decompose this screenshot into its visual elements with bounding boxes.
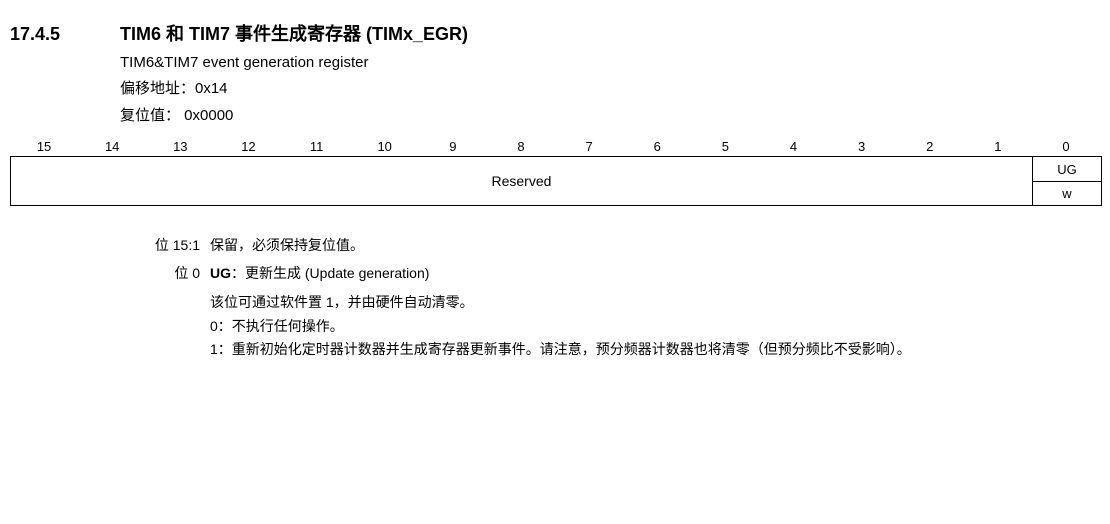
section-title-en: TIM6&TIM7 event generation register: [120, 54, 1100, 71]
separator: ：: [231, 265, 245, 281]
desc-detail-line: 该位可通过软件置 1，并由硬件自动清零。: [210, 291, 990, 315]
bit-num: 15: [10, 139, 78, 154]
section-header: 17.4.5 TIM6 和 TIM7 事件生成寄存器 (TIMx_EGR): [10, 20, 1100, 46]
bit-num: 3: [828, 139, 896, 154]
bit-num: 2: [896, 139, 964, 154]
bit-num: 12: [214, 139, 282, 154]
bit-number-row: 15 14 13 12 11 10 9 8 7 6 5 4 3 2 1 0: [10, 139, 1100, 154]
bit0-column: UG w: [1033, 157, 1101, 205]
bit-num: 8: [487, 139, 555, 154]
bit-num: 13: [146, 139, 214, 154]
reserved-field: Reserved: [11, 157, 1033, 205]
bit-descriptions: 位 15:1 保留，必须保持复位值。 位 0 UG：更新生成 (Update g…: [10, 234, 1100, 362]
bit-num: 7: [555, 139, 623, 154]
section-number: 17.4.5: [10, 24, 120, 45]
sub-block: TIM6&TIM7 event generation register 偏移地址…: [120, 54, 1100, 125]
reset-value: 复位值： 0x0000: [120, 104, 1100, 125]
bit-num: 5: [691, 139, 759, 154]
desc-value-1: 1：重新初始化定时器计数器并生成寄存器更新事件。请注意，预分频器计数器也将清零（…: [210, 338, 990, 362]
bit0-field-name: UG: [1033, 157, 1101, 182]
desc-value-0: 0：不执行任何操作。: [210, 315, 990, 339]
desc-row-ug: 位 0 UG：更新生成 (Update generation): [10, 262, 1100, 284]
desc-text: UG：更新生成 (Update generation): [210, 262, 990, 284]
desc-label: 位 0: [10, 262, 210, 284]
bit-num: 9: [419, 139, 487, 154]
field-name-bold: UG: [210, 265, 231, 281]
bit-num: 6: [623, 139, 691, 154]
register-layout: Reserved UG w: [10, 156, 1102, 206]
desc-text: 保留，必须保持复位值。: [210, 234, 990, 256]
desc-row-reserved: 位 15:1 保留，必须保持复位值。: [10, 234, 1100, 256]
bit-num: 10: [351, 139, 419, 154]
offset-address: 偏移地址：0x14: [120, 77, 1100, 98]
bit-num: 11: [283, 139, 351, 154]
bit-num: 14: [78, 139, 146, 154]
bit0-access-type: w: [1033, 182, 1101, 205]
bit-num: 0: [1032, 139, 1100, 154]
bit-num: 1: [964, 139, 1032, 154]
bit-num: 4: [759, 139, 827, 154]
field-desc: 更新生成 (Update generation): [245, 265, 429, 281]
desc-label: 位 15:1: [10, 234, 210, 256]
section-title-cn: TIM6 和 TIM7 事件生成寄存器 (TIMx_EGR): [120, 20, 468, 46]
